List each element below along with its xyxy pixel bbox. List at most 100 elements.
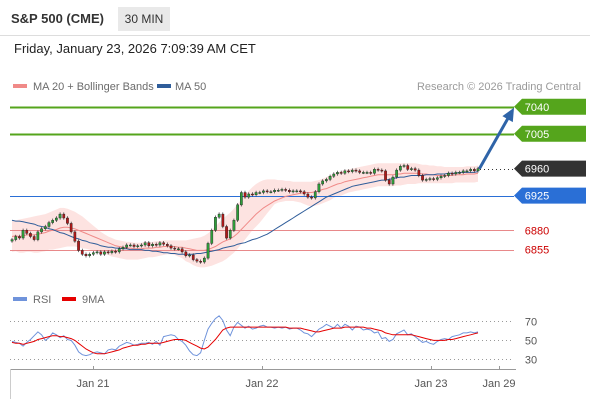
moving-averages <box>11 171 479 255</box>
candle-body <box>428 178 432 180</box>
ma50-line <box>11 171 479 255</box>
candle-body <box>165 243 169 246</box>
candle-body <box>88 253 91 256</box>
rsi-ma-legend-swatch <box>62 297 76 301</box>
rsi-legend-swatch <box>13 297 27 301</box>
ma20-line <box>11 172 479 251</box>
level-label-7005-text: 7005 <box>525 129 549 141</box>
candle-body <box>29 233 32 237</box>
candle-body <box>69 223 73 233</box>
candle-body <box>343 170 347 174</box>
candle-body <box>73 231 77 242</box>
candle-body <box>154 243 158 246</box>
candle-body <box>180 248 184 253</box>
candle-body <box>339 172 343 174</box>
candle-body <box>295 190 299 193</box>
candle-body <box>80 250 84 255</box>
candle-body <box>380 169 384 172</box>
candle-body <box>99 251 103 255</box>
candle-body <box>40 228 43 233</box>
candle-body <box>162 242 165 245</box>
candle-body <box>221 213 225 227</box>
candle-body <box>217 213 221 218</box>
candle-body <box>225 226 228 239</box>
candle-body <box>306 193 310 198</box>
level-label-6960: 6960 <box>514 160 586 177</box>
candle-body <box>158 242 162 246</box>
candle-body <box>399 165 402 171</box>
candle-body <box>188 254 191 257</box>
rsi-legend: RSI 9MA <box>13 294 105 306</box>
candle-body <box>313 191 317 199</box>
arrow-head <box>502 107 514 123</box>
datetime-label: Friday, January 23, 2026 7:09:39 AM CET <box>14 41 256 56</box>
candle-body <box>210 230 214 244</box>
target-arrow <box>478 107 514 170</box>
candle-body <box>125 244 128 248</box>
level-label-6960-tag <box>514 160 586 177</box>
candle-body <box>350 169 354 172</box>
candle-body <box>402 165 406 167</box>
candle-body <box>206 243 210 259</box>
candle-body <box>95 251 99 254</box>
candle-body <box>66 217 69 224</box>
candle-body <box>461 170 465 173</box>
candle-body <box>325 179 328 182</box>
candle-body <box>177 248 180 251</box>
candle-body <box>195 259 199 262</box>
x-tick-label: Jan 22 <box>245 378 278 390</box>
candle-body <box>299 190 302 193</box>
candle-body <box>128 244 132 247</box>
candle-body <box>454 172 458 175</box>
candle-body <box>169 245 173 249</box>
candle-body <box>91 252 95 255</box>
candle-body <box>276 189 280 192</box>
candle-body <box>121 247 125 250</box>
level-label-7040-text: 7040 <box>525 102 549 114</box>
rsi-ma-line <box>11 326 479 355</box>
candle-body <box>424 179 428 181</box>
candle-body <box>199 261 202 263</box>
candle-body <box>443 175 447 177</box>
candle-body <box>354 169 358 172</box>
candle-body <box>136 245 140 248</box>
candle-body <box>55 217 58 221</box>
candle-body <box>406 165 410 170</box>
rsi-gridlines <box>10 321 514 360</box>
candle-body <box>432 178 435 180</box>
candle-body <box>110 250 114 253</box>
candle-body <box>447 172 450 176</box>
x-tick-label: Jan 21 <box>76 378 109 390</box>
candle-body <box>191 254 195 260</box>
candle-body <box>391 176 395 185</box>
candle-body <box>469 169 472 172</box>
bollinger-band-area <box>12 163 478 268</box>
candle-body <box>62 213 66 219</box>
research-credit: Research © 2026 Trading Central <box>417 81 581 93</box>
candle-body <box>321 180 324 185</box>
arrow-shaft <box>478 114 511 170</box>
rsi-legend-label: RSI <box>33 294 51 306</box>
candle-body <box>310 196 313 199</box>
candle-body <box>32 236 36 240</box>
candle-body <box>14 236 18 240</box>
candle-body <box>254 192 258 195</box>
candle-body <box>387 179 391 185</box>
candle-body <box>21 230 25 239</box>
instrument-title: S&P 500 (CME) <box>11 11 104 26</box>
candle-body <box>410 168 413 170</box>
candle-body <box>47 222 51 227</box>
level-label-7005: 7005 <box>514 125 586 142</box>
candle-body <box>291 190 295 193</box>
level-label-6880: 6880 <box>525 225 549 237</box>
candle-body <box>202 257 206 263</box>
candle-body <box>265 190 269 193</box>
chart-header: S&P 500 (CME) 30 MIN Friday, January 23,… <box>0 7 590 56</box>
candle-body <box>147 242 151 246</box>
price-legend: MA 20 + Bollinger Bands MA 50 Research ©… <box>13 81 581 93</box>
candle-body <box>232 220 236 231</box>
level-labels: 7040 7005 6960 6925 6880 6855 <box>514 98 586 257</box>
candle-body <box>114 250 117 253</box>
candle-body <box>236 204 239 221</box>
level-label-7005-tag <box>514 125 586 142</box>
